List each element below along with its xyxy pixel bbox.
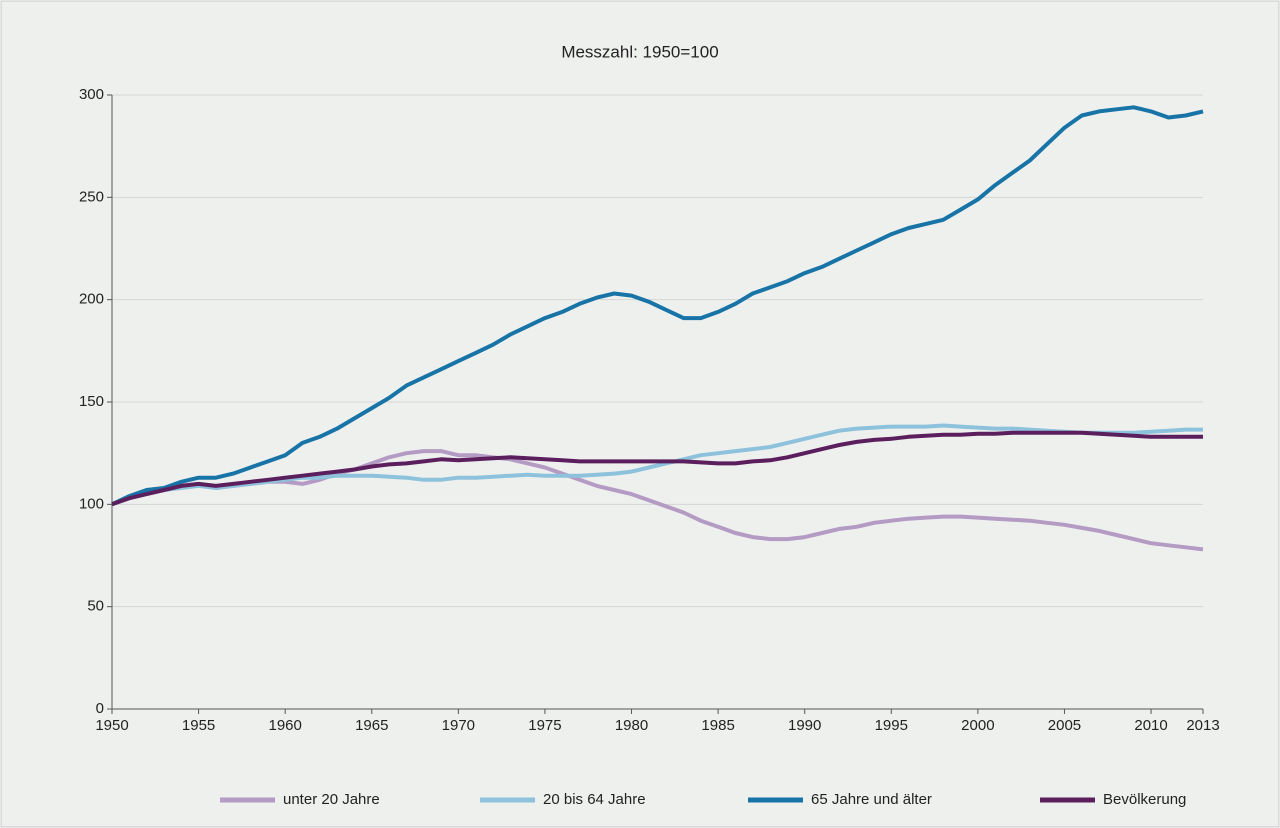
x-tick-label: 2000	[961, 717, 994, 734]
series-line	[111, 449, 1204, 552]
y-tick-label: 250	[79, 188, 104, 205]
x-tick-label: 1970	[442, 717, 475, 734]
y-tick-label: 150	[79, 393, 104, 410]
x-tick-label: 1955	[182, 717, 215, 734]
legend-label: 20 bis 64 Jahre	[543, 791, 646, 808]
legend-label: Bevölkerung	[1103, 791, 1186, 808]
x-tick-label: 2013	[1186, 717, 1219, 734]
x-tick-label: 1995	[875, 717, 908, 734]
legend-label: unter 20 Jahre	[283, 791, 380, 808]
y-tick-label: 200	[79, 291, 104, 308]
x-tick-label: 1985	[701, 717, 734, 734]
series-line	[111, 430, 1203, 507]
y-tick-label: 300	[79, 86, 104, 103]
y-tick-label: 0	[96, 700, 104, 717]
x-tick-label: 1965	[355, 717, 388, 734]
y-tick-label: 100	[79, 495, 104, 512]
x-tick-label: 1975	[528, 717, 561, 734]
chart-title: Messzahl: 1950=100	[561, 42, 718, 61]
y-tick-label: 50	[87, 598, 104, 615]
x-tick-label: 1950	[95, 717, 128, 734]
x-tick-label: 1960	[268, 717, 301, 734]
series-line	[111, 105, 1204, 507]
x-tick-label: 1980	[615, 717, 648, 734]
x-tick-label: 1990	[788, 717, 821, 734]
x-tick-label: 2005	[1048, 717, 1081, 734]
legend-label: 65 Jahre und älter	[811, 791, 932, 808]
series-line	[111, 423, 1203, 507]
x-tick-label: 2010	[1134, 717, 1167, 734]
